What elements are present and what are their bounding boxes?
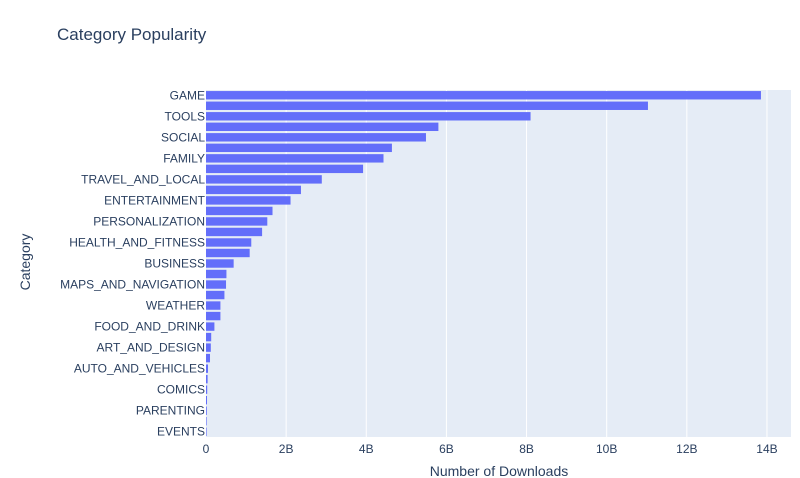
bar: [206, 332, 212, 342]
bar: [206, 196, 291, 205]
y-tick-label: EVENTS: [157, 425, 205, 439]
bar: [206, 406, 207, 415]
y-tick-label: GAME: [170, 88, 205, 102]
y-axis-title: Category: [17, 234, 33, 291]
bar: [206, 322, 215, 331]
bar: [206, 353, 211, 363]
bar: [206, 101, 648, 110]
y-tick-label: TOOLS: [165, 109, 205, 123]
y-tick-label: FOOD_AND_DRINK: [94, 320, 205, 334]
y-tick-label: SOCIAL: [161, 130, 205, 144]
bar: [206, 112, 531, 121]
x-tick-label: 10B: [596, 442, 617, 456]
bar: [206, 269, 227, 279]
bar: [206, 143, 392, 153]
bar: [206, 417, 207, 426]
bar: [206, 301, 221, 310]
bar: [206, 395, 208, 405]
bar: [206, 217, 268, 226]
bar: [206, 122, 439, 132]
y-tick-label: FAMILY: [163, 151, 205, 165]
x-tick-label: 6B: [439, 442, 454, 456]
x-axis-title: Number of Downloads: [430, 463, 569, 478]
bar: [206, 343, 211, 352]
bar: [206, 364, 209, 373]
bar: [206, 133, 426, 142]
bar: [206, 238, 252, 247]
bar: [206, 164, 364, 174]
x-tick-label: 2B: [279, 442, 294, 456]
y-tick-label: PERSONALIZATION: [93, 214, 205, 228]
bar: [206, 175, 322, 184]
y-tick-label: ENTERTAINMENT: [104, 193, 206, 207]
x-tick-label: 0: [203, 442, 210, 456]
bar: [206, 385, 208, 394]
y-tick-label: BUSINESS: [144, 257, 205, 271]
bar: [206, 248, 250, 258]
bar: [206, 290, 225, 300]
y-tick-label: ART_AND_DESIGN: [97, 341, 205, 355]
bar: [206, 206, 273, 216]
y-tick-label: PARENTING: [136, 404, 205, 418]
y-tick-label: HEALTH_AND_FITNESS: [69, 235, 205, 249]
bar: [206, 227, 263, 237]
y-tick-labels: GAME TOOLS SOCIAL FAMILY TRAVEL_AND_LOCAL ENT…: [60, 88, 206, 438]
bar: [206, 91, 761, 100]
bar: [206, 374, 208, 384]
chart-title: Category Popularity: [57, 25, 207, 44]
bars: [206, 91, 761, 436]
bar: [206, 427, 207, 436]
y-tick-label: AUTO_AND_VEHICLES: [74, 362, 205, 376]
x-tick-label: 8B: [519, 442, 534, 456]
y-tick-label: COMICS: [157, 383, 205, 397]
bar: [206, 259, 234, 268]
x-tick-label: 12B: [676, 442, 697, 456]
x-tick-labels: 0 2B 4B 6B 8B 10B 12B 14B: [203, 442, 778, 456]
bar: [206, 154, 384, 163]
y-tick-label: WEATHER: [146, 299, 205, 313]
y-tick-label: TRAVEL_AND_LOCAL: [81, 172, 205, 186]
bar: [206, 311, 221, 321]
bar: [206, 280, 227, 289]
y-tick-label: MAPS_AND_NAVIGATION: [60, 278, 205, 292]
plot-area: [206, 90, 791, 437]
x-tick-label: 4B: [359, 442, 374, 456]
x-tick-label: 14B: [756, 442, 777, 456]
bar: [206, 185, 301, 195]
